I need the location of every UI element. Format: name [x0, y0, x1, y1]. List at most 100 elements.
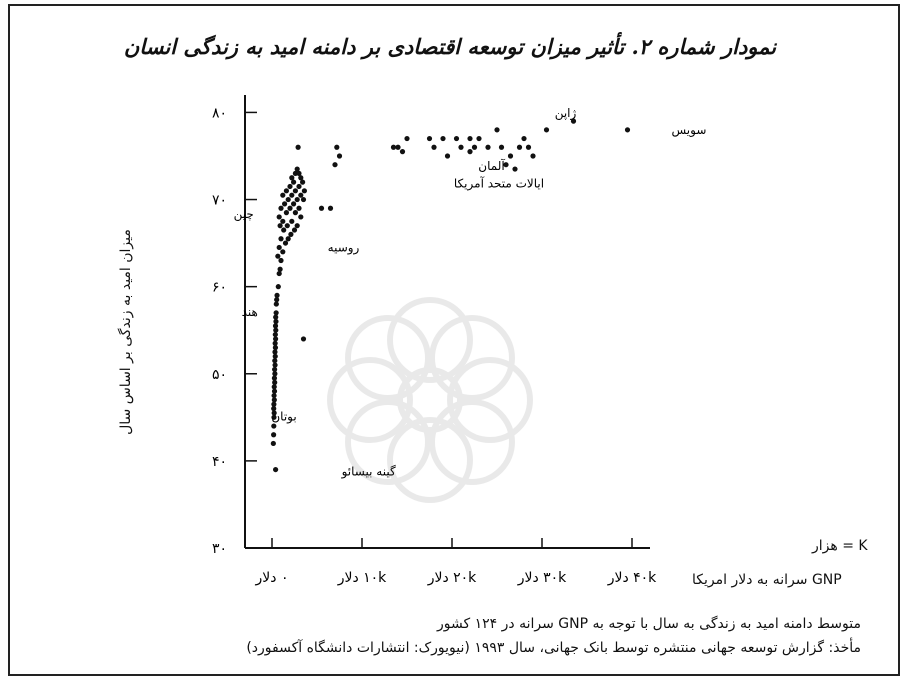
data-point [271, 384, 277, 390]
data-point [291, 227, 298, 233]
watermark-logo [327, 297, 533, 503]
data-point [318, 205, 325, 211]
data-point [296, 205, 302, 211]
data-point [291, 179, 297, 185]
data-point [271, 432, 277, 438]
data-point [570, 118, 577, 124]
data-point [272, 358, 278, 364]
data-point [327, 205, 334, 211]
data-point [280, 192, 286, 198]
point-annotation: هند [242, 305, 258, 319]
data-point [272, 323, 279, 329]
y-axis-label: میزان امید به زندگی بر اساس سال [118, 229, 134, 435]
data-point [296, 183, 302, 190]
data-point [395, 144, 401, 150]
data-point [294, 196, 300, 203]
data-point [272, 349, 278, 355]
data-point [272, 345, 279, 351]
point-annotation: بوتان [271, 410, 296, 425]
figure-frame [8, 4, 900, 676]
data-point [276, 270, 282, 277]
y-tick-label: ۵۰ [212, 367, 227, 383]
data-point [287, 183, 293, 190]
data-point [292, 210, 298, 216]
data-point [281, 227, 287, 233]
point-annotation: آلمان [478, 158, 505, 173]
point-annotation: روسیه [328, 241, 360, 256]
point-annotation: سویس [672, 123, 707, 138]
y-tick-label: ۷۰ [212, 193, 227, 209]
data-point [273, 466, 279, 473]
data-point [298, 175, 304, 181]
data-point [271, 406, 277, 412]
data-point [453, 135, 460, 142]
data-point [390, 144, 397, 150]
data-point [498, 144, 505, 150]
data-point [294, 166, 300, 172]
y-tick-label: ۳۰ [212, 541, 227, 557]
data-point [503, 162, 509, 168]
data-point [273, 327, 279, 333]
data-point [273, 336, 279, 342]
data-point [283, 210, 289, 216]
data-point [274, 292, 280, 298]
data-point [271, 375, 278, 381]
data-point [300, 336, 307, 342]
data-point [273, 301, 279, 307]
data-point [334, 144, 340, 150]
data-point [507, 153, 514, 159]
data-point [285, 196, 291, 203]
data-point [272, 362, 278, 368]
data-point [272, 340, 278, 346]
caption-description: متوسط دامنه امید به زندگی به سال با توجه… [437, 616, 861, 632]
data-point [271, 401, 277, 407]
y-tick-label: ۸۰ [212, 105, 227, 121]
data-point [271, 423, 277, 429]
data-point [270, 440, 276, 447]
x-tick-label: ۳۰k دلار [517, 570, 567, 586]
data-point [431, 144, 437, 150]
data-point [521, 135, 527, 142]
data-point [399, 149, 406, 155]
data-point [274, 297, 280, 303]
data-point [287, 205, 293, 211]
data-point [300, 179, 306, 185]
data-point [516, 144, 523, 150]
data-point [471, 144, 478, 150]
data-point [291, 201, 297, 207]
data-point [440, 135, 446, 142]
data-point [525, 144, 532, 150]
data-point [476, 135, 482, 142]
data-point [271, 414, 277, 420]
x-tick-label: ۴۰k دلار [607, 570, 657, 586]
data-point [296, 170, 302, 177]
data-point [275, 253, 281, 259]
y-tick-label: ۴۰ [212, 454, 227, 470]
data-point [624, 127, 631, 133]
x-axis-label: GNP سرانه به دلار امریکا [692, 572, 842, 588]
data-point [271, 388, 278, 394]
data-point [298, 214, 304, 220]
data-point [278, 205, 284, 211]
data-point [294, 223, 300, 229]
data-point [289, 175, 295, 181]
data-point [282, 240, 289, 246]
data-point [280, 218, 286, 224]
data-point [272, 366, 278, 373]
caption-source: مأخذ: گزارش توسعه جهانی منتشره توسط بانک… [246, 640, 861, 656]
data-point [285, 236, 291, 242]
x-tick-label: ۱۰k دلار [337, 570, 387, 586]
data-point [278, 257, 284, 264]
x-tick-label: ۲۰k دلار [427, 570, 477, 586]
data-point [512, 166, 518, 172]
point-annotation: چین [234, 207, 254, 222]
data-point [271, 392, 277, 399]
data-point [300, 196, 307, 203]
data-point [283, 188, 289, 194]
data-point [485, 144, 491, 150]
data-point [272, 331, 278, 338]
data-point [494, 127, 500, 133]
data-point [278, 236, 284, 242]
chart-title: نمودار شماره ۲. تأثیر میزان توسعه اقتصاد… [123, 34, 777, 59]
